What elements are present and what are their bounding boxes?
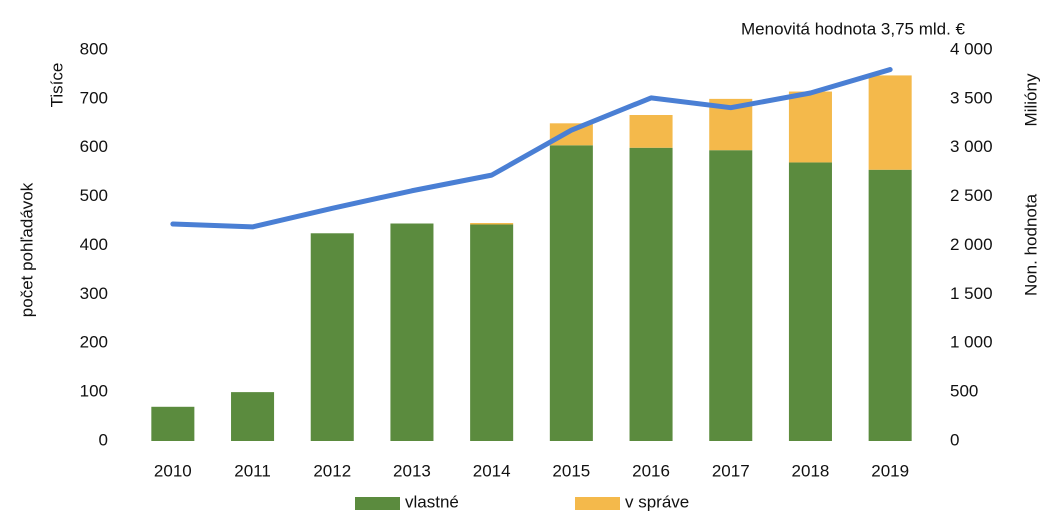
x-tick-label: 2016 (632, 461, 670, 480)
y-tick-label: 300 (80, 284, 108, 303)
legend-label: v správe (625, 492, 689, 511)
bar (629, 115, 673, 148)
y-tick-label: 800 (80, 39, 108, 58)
y2-tick-label: 1 000 (950, 333, 993, 352)
y2-tick-label: 2 000 (950, 235, 993, 254)
bar (390, 223, 434, 441)
y2-axis-unit: Milióny (1021, 73, 1040, 126)
bar (868, 75, 912, 170)
x-tick-label: 2013 (393, 461, 431, 480)
x-tick-label: 2017 (712, 461, 750, 480)
y-tick-label: 200 (80, 333, 108, 352)
legend-swatch (355, 497, 400, 510)
y-tick-label: 400 (80, 235, 108, 254)
bar (549, 145, 593, 441)
y-tick-label: 700 (80, 88, 108, 107)
x-tick-label: 2015 (552, 461, 590, 480)
y2-tick-label: 1 500 (950, 284, 993, 303)
legend-swatch (575, 497, 620, 510)
y-tick-label: 500 (80, 186, 108, 205)
x-tick-label: 2010 (154, 461, 192, 480)
bar (788, 162, 832, 441)
x-tick-label: 2018 (792, 461, 830, 480)
bar (151, 406, 195, 441)
y2-tick-label: 4 000 (950, 39, 993, 58)
line (170, 67, 893, 230)
x-tick-label: 2011 (234, 461, 271, 480)
y-axis-unit: Tisíce (47, 63, 66, 108)
y2-tick-label: 500 (950, 382, 978, 401)
y-tick-label: 100 (80, 382, 108, 401)
x-tick-label: 2012 (313, 461, 351, 480)
legend-label: vlastné (405, 492, 459, 511)
y-tick-label: 600 (80, 137, 108, 156)
y2-tick-label: 2 500 (950, 186, 993, 205)
bar (549, 123, 593, 146)
y2-axis-title: Non. hodnota (1021, 193, 1040, 296)
x-tick-label: 2014 (473, 461, 511, 480)
bar (868, 169, 912, 441)
bar (231, 392, 275, 441)
bar (470, 224, 514, 441)
y-tick-label: 0 (99, 430, 108, 449)
bar (629, 147, 673, 441)
y2-tick-label: 3 500 (950, 88, 993, 107)
annotation: Menovitá hodnota 3,75 mld. € (741, 19, 966, 38)
bar (709, 150, 753, 441)
y-axis-title: počet pohľadávok (17, 182, 36, 317)
bar (470, 223, 514, 225)
y2-tick-label: 3 000 (950, 137, 993, 156)
x-tick-label: 2019 (871, 461, 909, 480)
bar (310, 233, 354, 441)
y2-tick-label: 0 (950, 430, 959, 449)
bar (788, 91, 832, 163)
